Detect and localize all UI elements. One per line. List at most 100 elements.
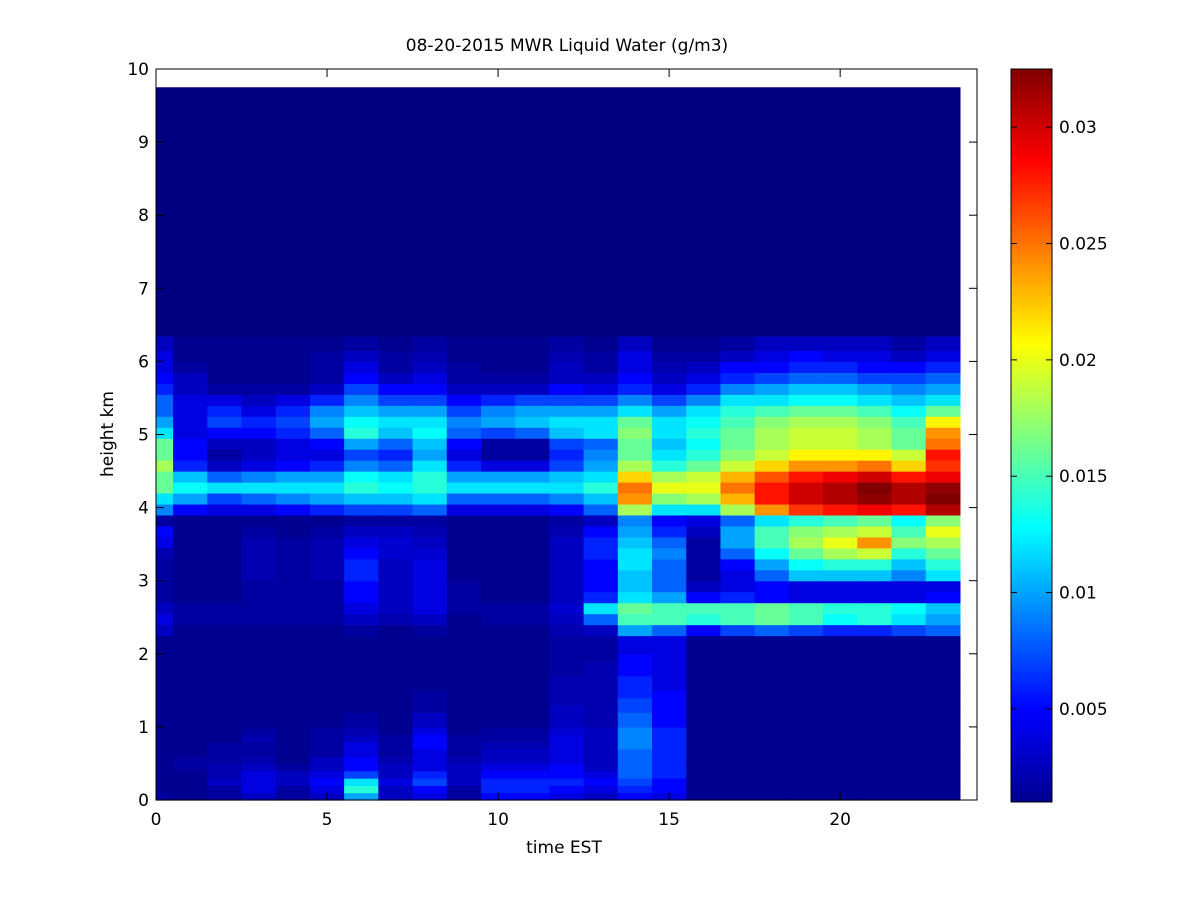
heatmap-cell <box>344 653 379 662</box>
heatmap-cell <box>515 668 550 677</box>
heatmap-cell <box>173 602 208 615</box>
heatmap-cell <box>754 438 790 450</box>
heatmap-cell <box>720 591 756 604</box>
heatmap-cell <box>686 189 722 209</box>
heatmap-cell <box>857 171 893 191</box>
heatmap-cell <box>156 602 174 615</box>
heatmap-cell <box>652 697 687 706</box>
heatmap-cell <box>549 785 585 794</box>
heatmap-cell <box>857 719 893 728</box>
heatmap-cell <box>686 471 722 483</box>
heatmap-cell <box>583 763 619 772</box>
heatmap-cell <box>344 189 379 209</box>
heatmap-cell <box>241 134 277 154</box>
heatmap-cell <box>241 785 277 794</box>
heatmap-cell <box>309 653 345 662</box>
heatmap-cell <box>788 792 824 801</box>
heatmap-cell <box>583 697 619 706</box>
heatmap-cell <box>925 770 961 779</box>
heatmap-cell <box>583 153 619 172</box>
heatmap-cell <box>412 226 448 246</box>
heatmap-cell <box>720 756 756 765</box>
heatmap-cell <box>925 153 961 172</box>
heatmap-cell <box>156 653 174 662</box>
heatmap-cell <box>891 624 927 637</box>
heatmap-cell <box>617 492 653 505</box>
heatmap-cell <box>378 134 414 154</box>
heatmap-cell <box>891 602 927 615</box>
heatmap-cell <box>583 427 619 439</box>
heatmap-cell <box>275 280 311 300</box>
heatmap-cell <box>788 280 824 300</box>
heatmap-cell <box>823 704 858 713</box>
heatmap-cell <box>788 492 824 505</box>
heatmap-cell <box>617 416 653 428</box>
heatmap-cell <box>275 792 311 801</box>
heatmap-cell <box>156 536 174 549</box>
heatmap-cell <box>857 207 893 227</box>
heatmap-cell <box>788 482 824 494</box>
heatmap-cell <box>309 460 345 472</box>
heatmap-cell <box>686 317 722 337</box>
heatmap-cell <box>207 394 243 406</box>
heatmap-cell <box>857 646 893 655</box>
heatmap-cell <box>617 646 653 655</box>
heatmap-cell <box>275 438 311 450</box>
heatmap-cell <box>446 591 482 604</box>
heatmap-cell <box>156 770 174 779</box>
heatmap-cell <box>857 734 893 743</box>
heatmap-cell <box>344 153 379 172</box>
heatmap-cell <box>480 756 516 765</box>
heatmap-cell <box>173 153 208 172</box>
heatmap-cell <box>378 756 414 765</box>
heatmap-cell <box>412 734 448 743</box>
heatmap-cell <box>925 792 961 801</box>
heatmap-cell <box>515 427 550 439</box>
heatmap-cell <box>309 171 345 191</box>
heatmap-cell <box>549 675 585 684</box>
heatmap-cell <box>583 449 619 461</box>
heatmap-cell <box>720 514 756 527</box>
heatmap-cell <box>515 134 550 154</box>
heatmap-cell <box>156 719 174 728</box>
heatmap-cell <box>241 653 277 662</box>
heatmap-cell <box>720 726 756 735</box>
heatmap-cell <box>480 558 516 571</box>
heatmap-cell <box>583 778 619 786</box>
heatmap-cell <box>686 460 722 472</box>
heatmap-cell <box>344 460 379 472</box>
heatmap-cell <box>823 416 858 428</box>
heatmap-cell <box>823 449 858 461</box>
heatmap-cell <box>891 719 927 728</box>
heatmap-cell <box>480 591 516 604</box>
heatmap-cell <box>788 763 824 772</box>
heatmap-cell <box>788 536 824 549</box>
heatmap-cell <box>515 756 550 765</box>
heatmap-cell <box>156 317 174 337</box>
heatmap-cell <box>891 405 927 417</box>
heatmap-cell <box>515 503 550 516</box>
heatmap-cell <box>446 350 482 363</box>
heatmap-cell <box>241 87 277 99</box>
heatmap-cell <box>173 785 208 794</box>
heatmap-cell <box>515 726 550 735</box>
heatmap-cell <box>652 134 687 154</box>
heatmap-cell <box>720 748 756 757</box>
heatmap-cell <box>207 668 243 677</box>
heatmap-cell <box>173 460 208 472</box>
heatmap-cell <box>480 646 516 655</box>
heatmap-cell <box>754 134 790 154</box>
heatmap-cell <box>925 536 961 549</box>
heatmap-cell <box>720 624 756 637</box>
heatmap-cell <box>686 536 722 549</box>
heatmap-cell <box>378 189 414 209</box>
heatmap-cell <box>617 98 653 118</box>
heatmap-cell <box>891 87 927 99</box>
heatmap-cell <box>515 683 550 691</box>
heatmap-cell <box>823 635 858 648</box>
heatmap-cell <box>549 580 585 593</box>
heatmap-cell <box>344 624 379 637</box>
heatmap-cell <box>720 635 756 648</box>
heatmap-cell <box>925 734 961 743</box>
heatmap-cell <box>241 712 277 721</box>
